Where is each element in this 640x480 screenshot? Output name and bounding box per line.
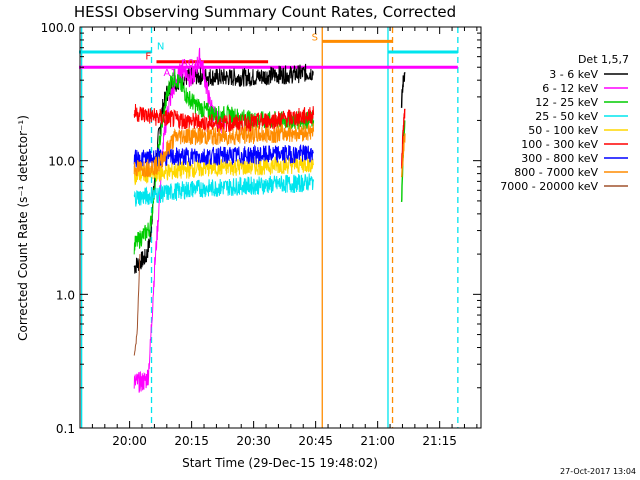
legend-label: 3 - 6 keV [549, 68, 598, 81]
chart-title: HESSI Observing Summary Count Rates, Cor… [74, 3, 456, 21]
series-line-late [400, 108, 406, 169]
series-line [133, 254, 141, 356]
series-line [133, 63, 314, 274]
y-tick-label: 0.1 [56, 422, 75, 436]
x-tick-label: 20:00 [112, 434, 147, 448]
legend-label: 7000 - 20000 keV [500, 180, 598, 193]
flag-label-a1: A1 [164, 68, 177, 79]
series-layer [133, 47, 406, 393]
y-tick-label: 100.0 [41, 21, 75, 35]
legend-title: Det 1,5,7 [578, 53, 629, 66]
x-tick-label: 21:15 [422, 434, 457, 448]
x-axis-label: Start Time (29-Dec-15 19:48:02) [182, 456, 378, 470]
y-tick-label: 1.0 [56, 288, 75, 302]
series-line [133, 155, 315, 186]
flag-label-a0: A0 [181, 58, 194, 69]
y-tick-label: 10.0 [48, 155, 75, 169]
y-axis-label: Corrected Count Rate (s⁻¹ detector⁻¹) [16, 115, 30, 341]
axis-layer: 20:00 20:15 20:30 20:45 21:00 21:15 0.1 1.0 10.0… [41, 21, 481, 448]
series-line [133, 47, 226, 393]
plot-frame [79, 26, 482, 429]
legend-label: 6 - 12 keV [542, 82, 598, 95]
series-line [133, 173, 315, 207]
flag-label-s: S [312, 33, 318, 44]
legend-label: 50 - 100 keV [528, 124, 598, 137]
flag-label-n: N [157, 41, 164, 52]
x-tick-label: 20:15 [174, 434, 209, 448]
x-tick-label: 20:30 [236, 434, 271, 448]
series-line-late [400, 72, 406, 108]
x-tick-label: 21:00 [360, 434, 395, 448]
legend-label: 25 - 50 keV [535, 110, 598, 123]
legend-label: 300 - 800 keV [521, 152, 598, 165]
flag-label-f: F [145, 52, 151, 63]
legend-label: 800 - 7000 keV [514, 166, 598, 179]
series-line [133, 123, 315, 178]
series-line-late [400, 133, 406, 178]
legend-label: 100 - 300 keV [521, 138, 598, 151]
x-tick-label: 20:45 [298, 434, 333, 448]
legend-label: 12 - 25 keV [535, 96, 598, 109]
footer-timestamp: 27-Oct-2017 13:04 [560, 467, 636, 476]
